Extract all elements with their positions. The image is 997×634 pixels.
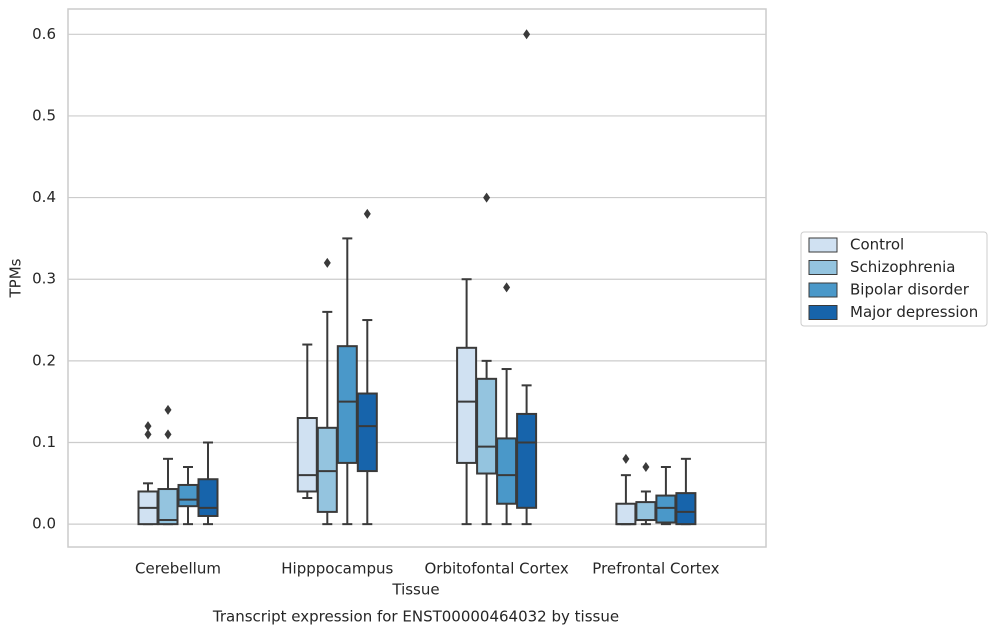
outlier	[622, 453, 630, 464]
x-tick-label: Cerebellum	[135, 560, 221, 578]
box	[635, 501, 657, 522]
y-tick-label: 0.2	[32, 351, 56, 369]
outlier	[164, 429, 172, 440]
plot-frame	[67, 8, 767, 548]
box	[496, 437, 518, 505]
box	[336, 345, 358, 464]
outlier	[642, 461, 650, 472]
y-tick-label: 0.6	[32, 25, 56, 43]
outlier	[483, 192, 491, 203]
chart-title: Transcript expression for ENST0000046403…	[212, 608, 619, 626]
box	[516, 412, 538, 509]
legend-label: Schizophrenia	[850, 258, 955, 276]
y-tick-label: 0.5	[32, 106, 56, 124]
legend-swatch	[808, 305, 838, 320]
x-axis-label: Tissue	[391, 581, 439, 599]
outlier	[144, 421, 152, 432]
legend-label: Control	[850, 236, 904, 254]
outlier	[503, 282, 511, 293]
outlier	[363, 208, 371, 219]
box	[296, 417, 318, 493]
box	[655, 494, 677, 524]
box	[476, 377, 498, 475]
legend-swatch	[808, 282, 838, 298]
legend-label: Major depression	[850, 303, 978, 321]
outlier	[144, 429, 152, 440]
box	[675, 492, 697, 526]
outlier	[323, 257, 331, 268]
legend-swatch	[808, 260, 838, 275]
y-tick-label: 0.0	[32, 515, 56, 533]
x-tick-label: Hipppocampus	[281, 560, 393, 578]
legend-swatch	[808, 237, 838, 253]
legend-frame	[800, 231, 988, 327]
y-tick-label: 0.4	[32, 188, 56, 206]
y-tick-label: 0.3	[32, 270, 56, 288]
outlier	[523, 29, 531, 40]
box	[456, 346, 478, 464]
box	[177, 483, 199, 508]
box	[316, 426, 338, 513]
y-axis-label: TPMs	[7, 258, 25, 298]
box	[197, 478, 219, 517]
y-tick-label: 0.1	[32, 433, 56, 451]
x-tick-label: Orbitofontal Cortex	[424, 560, 568, 578]
legend-label: Bipolar disorder	[850, 281, 970, 299]
box	[157, 488, 179, 526]
outlier	[164, 404, 172, 415]
x-tick-label: Prefrontal Cortex	[592, 560, 719, 578]
box	[615, 502, 637, 526]
box	[356, 392, 378, 473]
